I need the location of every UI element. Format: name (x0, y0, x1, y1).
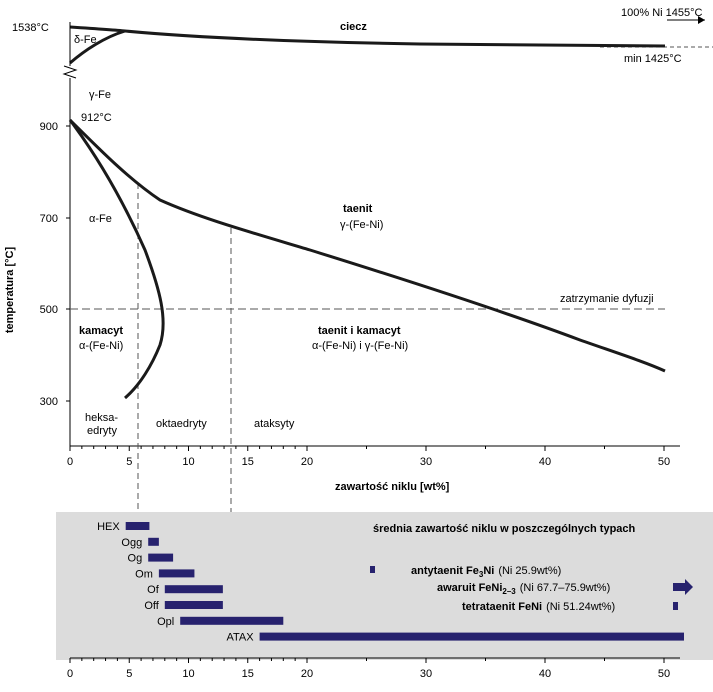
y-tick-label: 900 (40, 121, 58, 133)
taenit-kamacyt-formula: α-(Fe-Ni) i γ-(Fe-Ni) (312, 340, 408, 352)
x-tick-label: 0 (67, 668, 73, 680)
bar-ogg (148, 537, 159, 546)
x-tick-label: 20 (301, 668, 313, 680)
tetrataenit-marker (673, 602, 678, 610)
x-tick-label: 5 (126, 668, 132, 680)
bar-hex (125, 522, 150, 530)
awaruit-label: awaruit FeNi2–3 (Ni 67.7–75.9wt%) (437, 582, 610, 596)
lower-panel: 0 5 10 15 20 30 40 50 średnia zawartość niklu w… (56, 512, 713, 680)
bar-label: Og (128, 553, 143, 565)
ciecz-label: ciecz (340, 21, 367, 33)
x-tick-label: 40 (539, 456, 551, 468)
bar-label: Om (135, 568, 153, 580)
upper-labels: 1538°C δ-Fe ciecz 100% Ni 1455°C min 142… (4, 7, 703, 493)
bar-og (148, 553, 174, 562)
t1538-label: 1538°C (12, 22, 49, 34)
alpha-fe-label: α-Fe (89, 213, 112, 225)
heksa-label-2: edryty (87, 425, 117, 437)
x-tick-label: 15 (242, 456, 254, 468)
gamma-boundary-curve (68, 118, 666, 373)
kamacyt-formula: α-(Fe-Ni) (79, 340, 123, 352)
lower-x-ticks: 0 5 10 15 20 30 40 50 (67, 658, 670, 680)
t912-label: 912°C (81, 112, 112, 124)
alpha-boundary-curve (68, 119, 165, 400)
y-tick-label: 700 (40, 213, 58, 225)
x-tick-label: 40 (539, 668, 551, 680)
y-ticks: 900 700 500 300 (40, 121, 70, 408)
ni100-label: 100% Ni 1455°C (621, 7, 703, 19)
bar-label: Off (144, 600, 159, 612)
arrow-right-icon (698, 16, 705, 24)
x-tick-label: 10 (182, 456, 194, 468)
x-tick-label: 50 (658, 668, 670, 680)
x-tick-label: 50 (658, 456, 670, 468)
heksa-label-1: heksa- (85, 412, 118, 424)
bar-label: Ogg (121, 537, 142, 549)
bar-label: HEX (97, 521, 120, 533)
bar-label: Of (147, 584, 160, 596)
bar-om (158, 569, 195, 578)
min1425-label: min 1425°C (624, 53, 682, 65)
liquidus-curve (69, 25, 666, 48)
x-tick-label: 20 (301, 456, 313, 468)
kamacyt-label: kamacyt (79, 325, 123, 337)
y-tick-label: 300 (40, 396, 58, 408)
gamma-fe-label: γ-Fe (89, 89, 111, 101)
x-axis-title: zawartość niklu [wt%] (335, 481, 450, 493)
x-tick-label: 5 (126, 456, 132, 468)
taenit-kamacyt-label: taenit i kamacyt (318, 325, 401, 337)
x-tick-label: 30 (420, 668, 432, 680)
axis-break-icon (62, 65, 78, 79)
delta-fe-curve (69, 29, 126, 65)
bar-opl (180, 616, 284, 625)
bar-label: Opl (157, 616, 174, 628)
taenit-label: taenit (343, 203, 373, 215)
bar-label: ATAX (226, 632, 254, 644)
delta-fe-label: δ-Fe (74, 34, 97, 46)
bar-of (164, 585, 223, 594)
antytaenit-marker (370, 566, 375, 573)
x-tick-label: 0 (67, 456, 73, 468)
antytaenit-label: antytaenit Fe3Ni (Ni 25.9wt%) (411, 565, 561, 579)
oktaedryty-label: oktaedryty (156, 418, 207, 430)
taenit-formula: γ-(Fe-Ni) (340, 219, 383, 231)
upper-plot: 900 700 500 300 0 5 10 15 20 30 40 50 (40, 16, 713, 658)
lower-panel-title: średnia zawartość niklu w poszczególnych… (373, 523, 636, 535)
bar-off (164, 601, 223, 609)
x-tick-label: 10 (182, 668, 194, 680)
tetrataenit-label: tetrataenit FeNi (Ni 51.24wt%) (462, 601, 615, 613)
zatrzymanie-label: zatrzymanie dyfuzji (560, 293, 654, 305)
awaruit-arrow-icon (673, 579, 693, 595)
x-tick-label: 15 (242, 668, 254, 680)
x-tick-label: 30 (420, 456, 432, 468)
x-ticks: 0 5 10 15 20 30 40 50 (67, 446, 670, 468)
y-axis-title: temperatura [°C] (4, 247, 16, 334)
ataksyty-label: ataksyty (254, 418, 295, 430)
y-tick-label: 500 (40, 304, 58, 316)
bar-atax (259, 632, 684, 641)
